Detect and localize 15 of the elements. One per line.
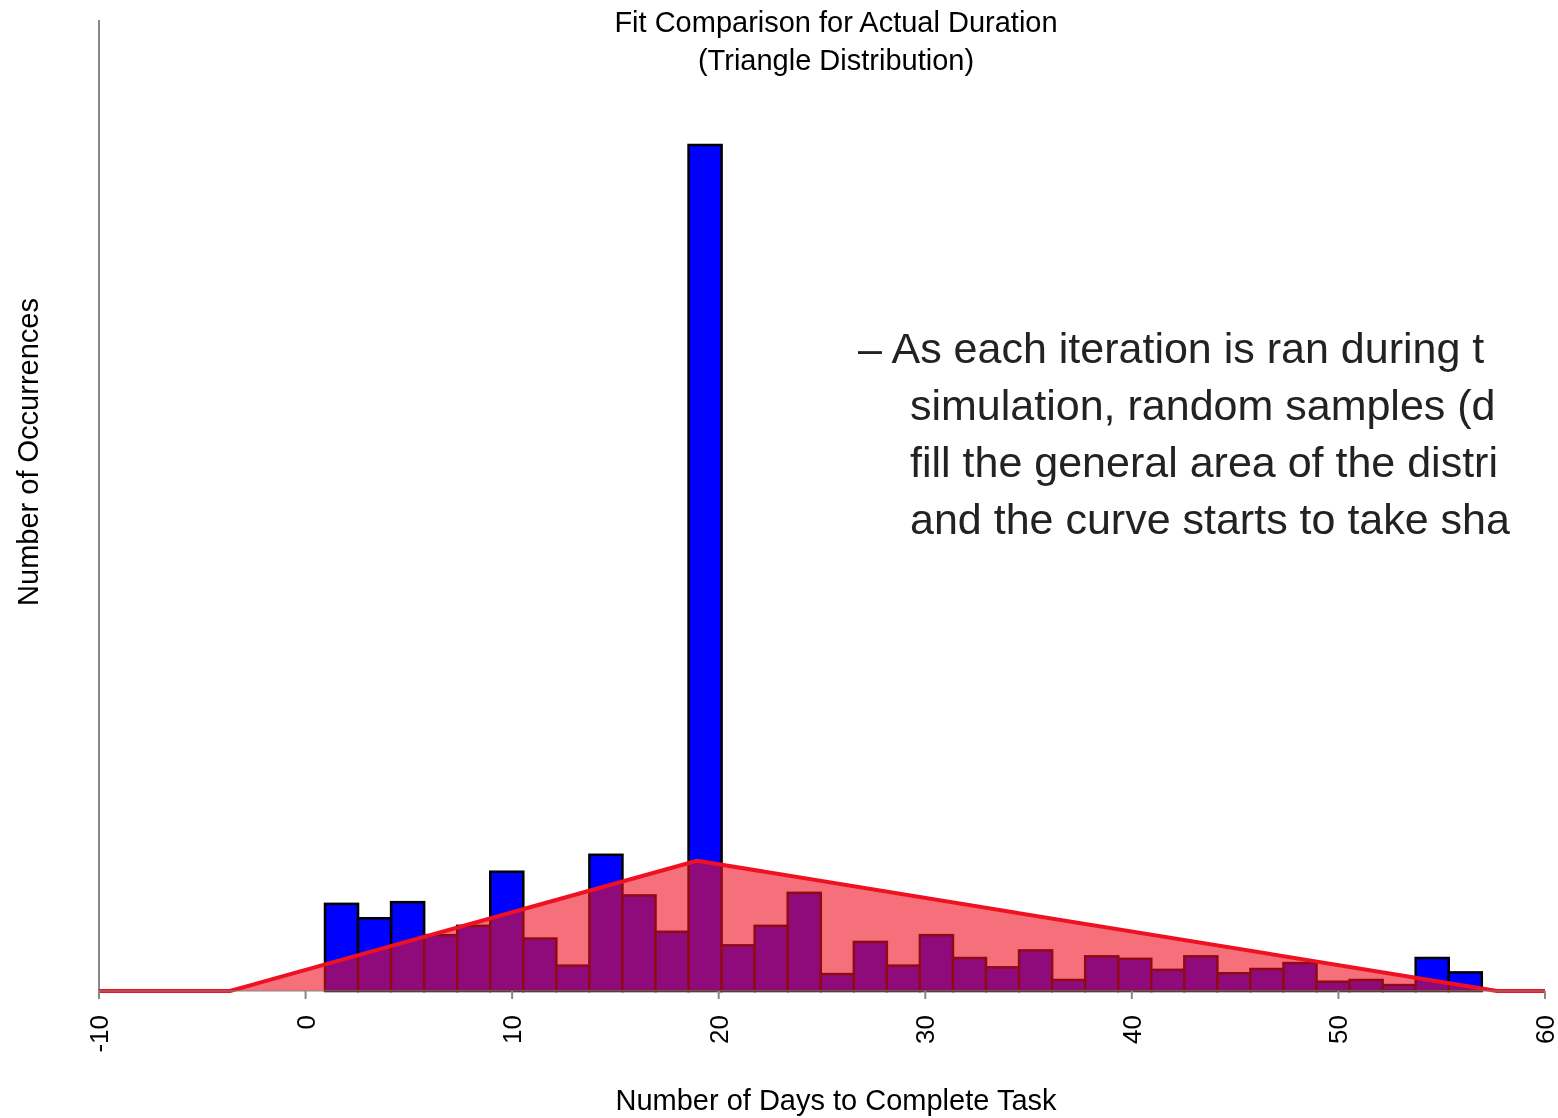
x-tick-label: 0 bbox=[290, 1015, 321, 1030]
y-axis-title: Number of Occurrences bbox=[12, 298, 44, 606]
x-tick-label: 20 bbox=[703, 1015, 734, 1044]
x-tick-label: 50 bbox=[1323, 1015, 1354, 1044]
annotation: – As each iteration is ran during t bbox=[858, 324, 1485, 372]
x-tick-label: -10 bbox=[84, 1015, 114, 1053]
x-tick-label: 30 bbox=[910, 1015, 941, 1044]
x-tick-label: 10 bbox=[497, 1015, 528, 1044]
x-axis-title: Number of Days to Complete Task bbox=[615, 1084, 1058, 1116]
annotation: and the curve starts to take sha bbox=[910, 495, 1511, 543]
annotation: simulation, random samples (d bbox=[910, 381, 1496, 429]
x-tick-label: 60 bbox=[1530, 1015, 1558, 1044]
x-tick-label: 40 bbox=[1116, 1015, 1147, 1044]
chart-title: Fit Comparison for Actual Duration (Triangle Distribution) bbox=[614, 6, 1058, 76]
annotation: fill the general area of the distri bbox=[910, 438, 1498, 486]
